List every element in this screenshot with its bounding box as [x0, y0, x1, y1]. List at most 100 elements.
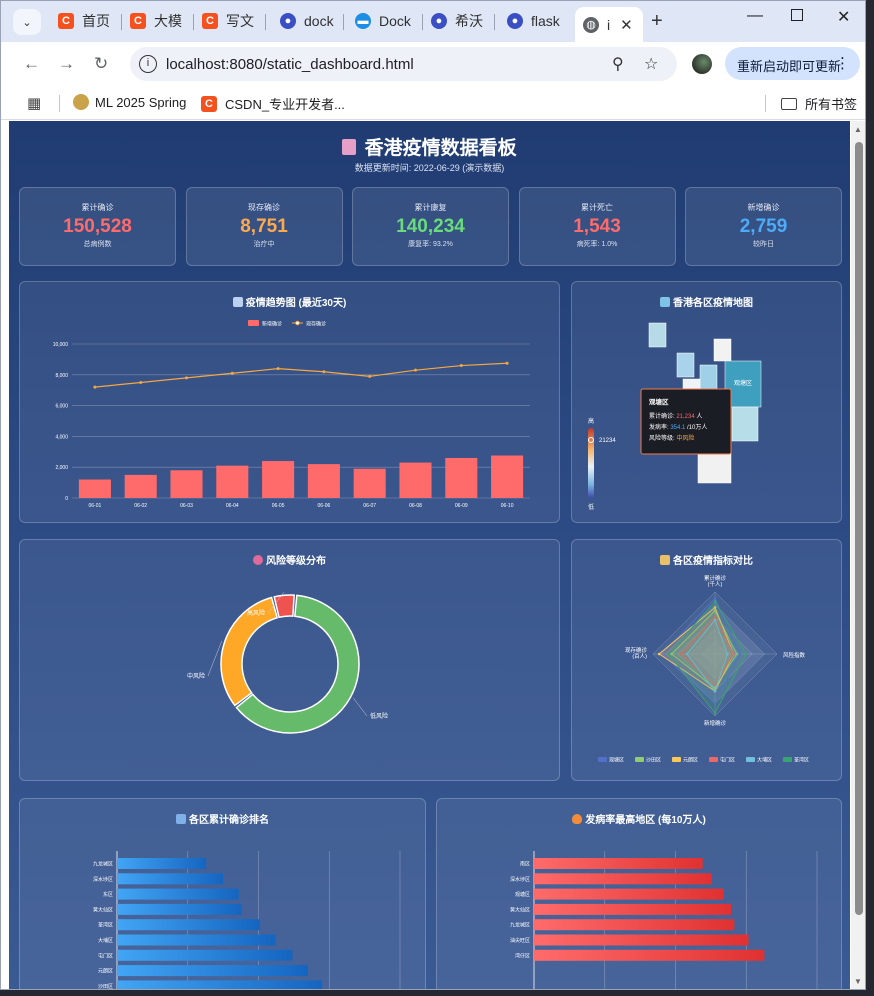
tab-2[interactable]: C 写文 — [194, 7, 262, 35]
pie-slice[interactable] — [235, 594, 360, 734]
radar-point[interactable] — [713, 618, 717, 622]
scroll-down-icon[interactable]: ▼ — [854, 977, 862, 986]
trend-point[interactable] — [505, 361, 509, 365]
reload-icon[interactable]: ↻ — [94, 54, 109, 73]
radar-point[interactable] — [713, 689, 717, 693]
ranking-bar[interactable] — [117, 858, 207, 869]
ranking-bar[interactable] — [117, 980, 323, 990]
radar-point[interactable] — [713, 606, 717, 609]
trend-point[interactable] — [185, 376, 188, 380]
apps-grid-icon[interactable]: ▦ — [27, 95, 42, 112]
trend-bar[interactable] — [399, 462, 432, 498]
radar-point[interactable] — [738, 652, 742, 656]
zoom-icon[interactable]: ⚲ — [612, 56, 624, 73]
tab-close-icon[interactable]: ✕ — [620, 16, 633, 34]
ranking-bar[interactable] — [534, 858, 703, 869]
trend-bar[interactable] — [78, 479, 111, 498]
trend-bar[interactable] — [170, 470, 203, 498]
site-info-icon[interactable]: i — [139, 55, 157, 73]
bookmark-star-icon[interactable]: ☆ — [644, 56, 659, 73]
trend-bar[interactable] — [353, 468, 386, 498]
radar-point[interactable] — [685, 652, 689, 656]
tab-7[interactable]: ◍ i ✕ — [575, 7, 643, 42]
radar-point[interactable] — [667, 652, 670, 656]
tab-6[interactable]: ● flask — [499, 7, 567, 35]
tab-4[interactable]: ▬ Dock — [347, 7, 419, 35]
radar-point[interactable] — [713, 615, 717, 619]
radar-legend-swatch[interactable] — [746, 757, 755, 762]
radar-point[interactable] — [713, 683, 717, 687]
address-bar[interactable]: i localhost:8080/static_dashboard.html ⚲… — [130, 47, 677, 81]
radar-point[interactable] — [744, 652, 748, 656]
trend-point[interactable] — [368, 374, 372, 378]
map-visual-map[interactable] — [588, 428, 594, 498]
radar-point[interactable] — [732, 652, 735, 656]
ranking-bar[interactable] — [117, 965, 309, 977]
pie-slice[interactable] — [220, 596, 279, 707]
radar-point[interactable] — [735, 652, 738, 656]
profile-avatar[interactable] — [692, 54, 712, 74]
radar-point[interactable] — [670, 652, 673, 656]
map-district[interactable] — [676, 352, 695, 378]
update-button[interactable]: 重新启动即可更新 ⋮ — [725, 47, 860, 80]
radar-point[interactable] — [657, 652, 661, 656]
trend-bar[interactable] — [491, 455, 524, 498]
bookmark-ml[interactable]: ML 2025 Spring — [73, 94, 186, 110]
radar-point[interactable] — [679, 652, 683, 656]
forward-arrow-icon[interactable]: → — [58, 54, 75, 73]
tab-3[interactable]: ● dock — [272, 7, 340, 35]
trend-point[interactable] — [414, 368, 417, 372]
trend-bar[interactable] — [124, 474, 157, 498]
minimize-icon[interactable]: — — [747, 7, 763, 24]
map-district[interactable] — [648, 322, 667, 348]
radar-point[interactable] — [713, 711, 717, 715]
radar-legend-swatch[interactable] — [635, 757, 644, 762]
trend-point[interactable] — [276, 367, 280, 371]
trend-point[interactable] — [322, 370, 326, 374]
pie-slice[interactable] — [273, 594, 295, 619]
close-window-icon[interactable]: ✕ — [837, 9, 851, 26]
tab-search-button[interactable]: ⌄ — [13, 9, 41, 35]
ranking-bar[interactable] — [117, 949, 293, 961]
radar-legend-swatch[interactable] — [783, 757, 792, 762]
ranking-bar[interactable] — [117, 873, 224, 885]
scroll-up-icon[interactable]: ▲ — [854, 125, 862, 134]
radar-point[interactable] — [713, 600, 717, 603]
radar-point[interactable] — [713, 596, 717, 600]
back-arrow-icon[interactable]: ← — [23, 54, 40, 73]
map-district[interactable] — [713, 338, 732, 362]
trend-bar[interactable] — [216, 465, 249, 498]
legend-swatch-new[interactable] — [248, 320, 259, 326]
tab-5[interactable]: ● 希沃 — [423, 7, 491, 35]
trend-bar[interactable] — [445, 457, 478, 498]
tab-0[interactable]: C 首页 — [50, 7, 118, 35]
district-map[interactable]: 观塘区 高 21234 低 观塘区 累计确诊: 21,234 人 发病率: 35… — [572, 282, 843, 524]
radar-legend-swatch[interactable] — [672, 757, 681, 762]
ranking-bar[interactable] — [534, 919, 735, 931]
risk-pie-chart[interactable]: 低风险 中风险 高风险 — [20, 540, 561, 782]
scrollbar-thumb[interactable] — [855, 142, 863, 915]
trend-point[interactable] — [230, 371, 234, 375]
radar-point[interactable] — [726, 652, 729, 656]
bookmark-csdn[interactable]: C CSDN_专业开发者... — [201, 94, 345, 113]
all-bookmarks[interactable]: 所有书签 — [781, 94, 857, 113]
new-tab-button[interactable]: + — [651, 10, 663, 32]
trend-point[interactable] — [93, 385, 97, 389]
address-url[interactable]: localhost:8080/static_dashboard.html — [166, 56, 414, 73]
ranking-bar[interactable] — [117, 919, 260, 931]
maximize-icon[interactable] — [791, 9, 803, 21]
tab-1[interactable]: C 大模 — [122, 7, 190, 35]
trend-point[interactable] — [459, 364, 463, 368]
ranking-bar[interactable] — [534, 934, 749, 946]
ranking-bar[interactable] — [534, 873, 712, 885]
trend-point[interactable] — [139, 381, 143, 384]
ranking-bar[interactable] — [534, 949, 765, 961]
radar-legend-swatch[interactable] — [598, 757, 607, 762]
radar-legend-swatch[interactable] — [709, 757, 718, 762]
ranking-bar[interactable] — [534, 888, 724, 900]
ranking-bar[interactable] — [534, 903, 731, 915]
ranking-bar[interactable] — [117, 903, 242, 915]
